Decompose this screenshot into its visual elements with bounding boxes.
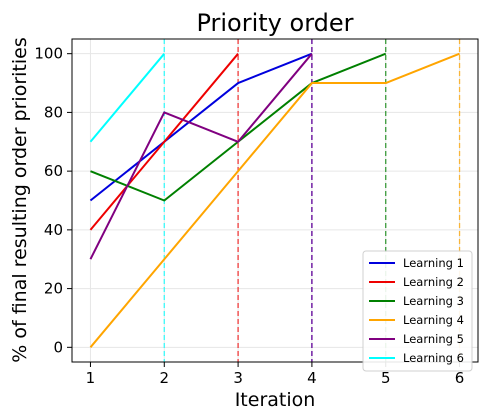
legend-label: Learning 4 <box>403 313 464 327</box>
plot-frame <box>71 38 479 363</box>
y-tick-label: 60 <box>44 162 63 180</box>
legend: Learning 1 Learning 2 Learning 3 Learning 4… <box>362 250 473 372</box>
x-tick-label: 4 <box>307 369 317 387</box>
x-tick-label: 6 <box>455 369 465 387</box>
y-tick-label: 0 <box>53 338 63 356</box>
y-tick-label: 80 <box>44 103 63 121</box>
y-tick-label: 20 <box>44 280 63 298</box>
x-tick-label: 3 <box>233 369 243 387</box>
chart-title: Priority order <box>196 9 353 37</box>
series-line <box>89 53 166 143</box>
y-axis-ticks: 0 20 40 60 80 100 <box>34 45 72 356</box>
x-tick-label: 2 <box>159 369 169 387</box>
legend-label: Learning 2 <box>403 275 464 289</box>
series-line <box>89 52 313 202</box>
series-lines <box>89 52 460 348</box>
legend-label: Learning 5 <box>403 332 464 346</box>
series-line <box>89 53 313 260</box>
y-axis-label: % of final resulting order priorities <box>9 37 31 362</box>
legend-label: Learning 6 <box>403 351 464 365</box>
legend-label: Learning 1 <box>403 256 464 270</box>
series-line <box>89 52 460 348</box>
x-tick-label: 5 <box>381 369 391 387</box>
y-tick-label: 100 <box>34 45 63 63</box>
legend-label: Learning 3 <box>403 294 464 308</box>
x-axis-label: Iteration <box>235 389 316 411</box>
y-tick-label: 40 <box>44 221 63 239</box>
x-tick-label: 1 <box>86 369 96 387</box>
series-line <box>89 53 239 231</box>
